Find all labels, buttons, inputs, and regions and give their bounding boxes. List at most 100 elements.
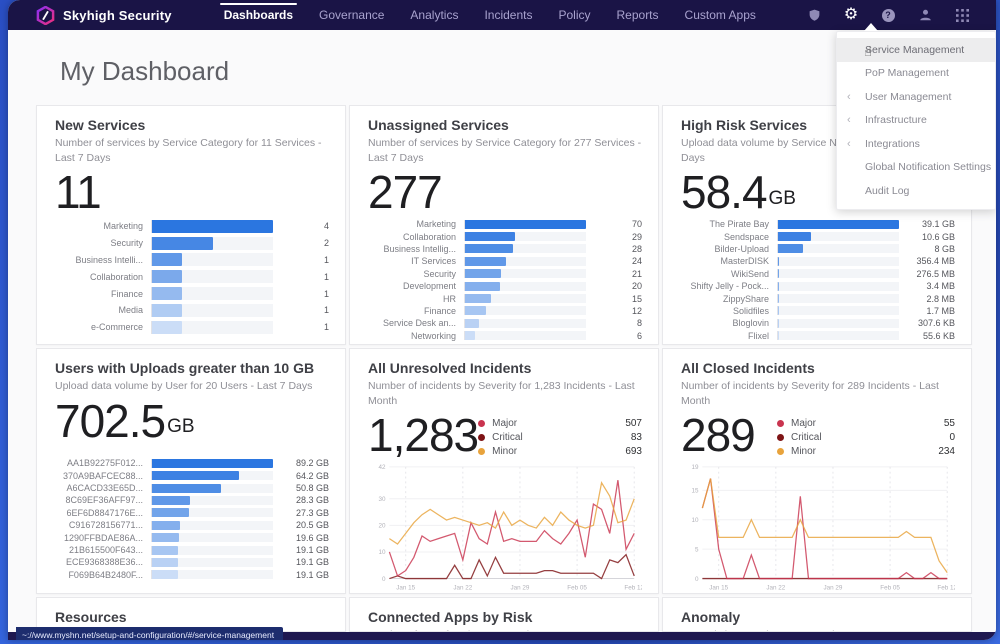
bar-track [464,256,586,266]
bar-value: 12 [631,305,642,316]
card-title: Users with Uploads greater than 10 GB [55,360,315,376]
menu-item-global-notification-settings[interactable]: Global Notification Settings [837,156,995,180]
card-title: Connected Apps by Risk [368,609,533,625]
menu-item-pop-management[interactable]: PoP Management [837,62,995,86]
bar-track [464,269,586,279]
bar-row: Business Intelli... 1 [55,252,329,269]
bar-label: Networking [410,330,456,341]
bar-chart: AA1B92275F012... 89.2 GB 370A9BAFCEC88... 6… [55,457,329,581]
bar-track [151,508,273,518]
legend-row-major: Major 55 [777,418,955,429]
nav-item-custom-apps[interactable]: Custom Apps [684,8,756,22]
bar-track [151,253,273,267]
nav-item-reports[interactable]: Reports [616,8,659,22]
y-tick-label: 10 [691,517,699,524]
bar [152,253,183,267]
brand[interactable]: Skyhigh Security [36,5,172,25]
total-count: 277 [368,166,443,219]
menu-item-audit-log[interactable]: Audit Log [837,179,995,203]
bar [778,269,779,279]
bar [152,219,273,233]
series-line-major [701,478,948,580]
card-anomaly: Anomaly Anomaly by Severity - Last Month [662,597,972,632]
bar-label: Security [110,238,143,249]
legend-row-critical: Critical 83 [478,432,642,443]
y-tick-label: 0 [695,576,699,583]
bar-row: Business Intellig... 28 [368,243,642,255]
legend-value: 0 [949,432,955,444]
cursor-pointer: ☝ [864,44,872,59]
bar-label: The Pirate Bay [709,219,769,230]
bar-chart: Marketing 70 Collaboration 29 Business Intel… [368,218,642,342]
bar [152,557,178,567]
nav-item-policy[interactable]: Policy [558,8,591,22]
bar-track [464,244,586,254]
menu-item-label: Integrations [865,137,920,150]
bar [465,318,479,328]
bar-label: WikiSend [730,268,769,279]
legend-value: 55 [943,418,955,430]
bar-row: Shifty Jelly - Pock... 3.4 MB [681,280,955,292]
nav-item-governance[interactable]: Governance [319,8,385,22]
legend-value: 507 [625,418,642,430]
card-title: New Services [55,117,146,133]
bar-track [464,294,586,303]
bar-label: 6EF6D8847176E... [66,507,143,518]
major-dot-icon [478,420,486,428]
total-unit: GB [167,416,195,438]
nav-item-incidents[interactable]: Incidents [484,8,533,22]
minor-dot-icon [478,448,486,456]
series-line-major [388,480,635,577]
bar-value: 19.6 GB [295,532,329,543]
menu-item-label: User Management [865,90,952,103]
legend-value: 83 [630,432,642,444]
help-icon[interactable]: ? [880,7,896,23]
bar-label: Solidfiles [732,305,769,316]
bar-value: 20 [631,281,642,292]
bar-track [464,281,586,291]
bar-row: Solidfiles 1.7 MB [681,305,955,317]
menu-item-user-management[interactable]: ‹ User Management [837,85,995,109]
legend-label: Minor [492,446,518,458]
card-subtitle: Upload data volume by Service Name f [681,137,864,149]
bar-label: Finance [110,288,143,299]
bar [778,244,803,254]
x-tick-label: Feb 05 [880,584,900,591]
gear-icon[interactable]: ⚙ [843,6,859,23]
line-chart: 0 10 20 30 42 Jan 15 Jan 22 Jan 29 Feb 05 Feb 12 [368,461,642,593]
card-new-services: New Services Number of services by Servi… [36,105,346,345]
bar-value: 28 [631,243,642,254]
page-title: My Dashboard [60,56,230,86]
total-count: 11 [55,166,102,219]
bar-label: MasterDISK [720,256,769,267]
bar-value: 1 [323,305,329,316]
bar-track [464,331,586,341]
menu-item-integrations[interactable]: ‹ Integrations [837,132,995,156]
bar-track [777,331,899,341]
user-icon[interactable] [917,7,933,23]
apps-grid-icon[interactable] [954,7,970,23]
severity-legend: Major 55 Critical 0 Minor [777,418,955,457]
bar-chart: Marketing 4 Security 2 Business Intelli... 1 C… [55,218,329,336]
card-title: Resources [55,609,127,625]
bar-label: 370A9BAFCEC88... [62,470,143,481]
nav-item-analytics[interactable]: Analytics [410,8,459,22]
shield-icon[interactable] [806,7,822,23]
nav-item-dashboards[interactable]: Dashboards [219,0,298,30]
bar-row: F069B64B2480F... 19.1 GB [55,569,329,581]
card-users-uploads: Users with Uploads greater than 10 GB Up… [36,348,346,594]
menu-item-service-management[interactable]: Service Management [837,38,995,62]
bar-track [777,244,899,254]
window-bottom-bar [8,632,996,640]
line-chart-svg: 0 5 10 15 19 Jan 15 Jan 22 Jan 29 Feb 05 Feb 12 [691,464,955,591]
total-unit: GB [768,187,796,209]
menu-item-label: PoP Management [865,67,949,80]
bar-value: 8 [636,318,642,329]
menu-item-infrastructure[interactable]: ‹ Infrastructure [837,109,995,133]
bar [152,320,183,334]
bar [152,520,180,530]
x-tick-label: Feb 12 [937,584,955,591]
bar [465,294,491,303]
legend-value: 234 [938,446,955,458]
